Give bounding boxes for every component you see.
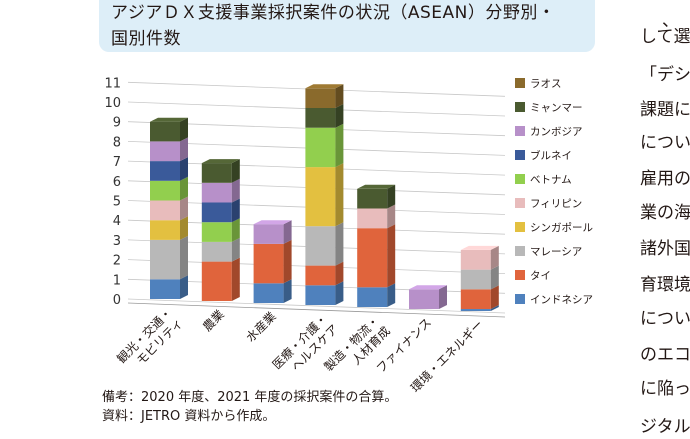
legend-swatch — [515, 150, 525, 160]
bar-segment — [357, 184, 396, 209]
legend-swatch — [515, 126, 525, 136]
bar-segment — [409, 285, 447, 309]
legend-label: マレーシア — [530, 246, 582, 258]
chart-title-line1: アジアＤＸ支援事業採択案件の状況（ASEAN）分野別・ — [111, 3, 556, 23]
side-text-line: につい — [640, 133, 690, 153]
chart-source: 資料：JETRO 資料から作成。 — [102, 409, 276, 424]
legend-label: インドネシア — [530, 294, 593, 306]
bar-segment — [305, 281, 344, 305]
bar-segment — [201, 257, 240, 301]
side-text-line: 業の海 — [640, 203, 690, 223]
bar-top — [253, 220, 292, 225]
chart-title-line2: 国別件数 — [111, 29, 181, 49]
bar-segment — [305, 222, 344, 266]
bar-segment — [253, 239, 292, 284]
y-tick-label: 6 — [113, 175, 121, 190]
legend-swatch — [515, 222, 525, 232]
bar-segment — [305, 104, 344, 128]
y-tick-label: 1 — [113, 273, 121, 288]
side-text-line: に陥っ — [640, 379, 690, 399]
y-tick-label: 10 — [104, 96, 121, 111]
side-text-line: 「デシ — [640, 65, 690, 85]
bar-segment — [150, 117, 188, 142]
bar-top — [201, 159, 240, 164]
legend-swatch — [515, 246, 525, 256]
side-text-line: 雇用の — [640, 169, 690, 189]
bar-segment — [253, 220, 292, 244]
side-text-line: のエコ — [640, 345, 690, 365]
bar-segment — [305, 123, 344, 168]
bar-segment — [460, 305, 499, 311]
legend-label: フィリピン — [530, 198, 582, 210]
legend-swatch — [515, 294, 525, 304]
bar-segment — [357, 204, 396, 229]
bar-segment — [150, 176, 188, 201]
x-category-label-line: 水産業 — [243, 309, 279, 345]
side-text-line: ジタル — [640, 417, 690, 437]
bar-segment — [150, 196, 188, 221]
legend-swatch — [515, 174, 525, 184]
side-text-line: につい — [640, 309, 690, 329]
bar-top — [150, 117, 188, 122]
legend-swatch — [515, 102, 525, 112]
bar-segment — [253, 279, 292, 303]
legend-label: ミャンマー — [530, 102, 583, 114]
side-text-line: して選 — [640, 27, 690, 47]
x-category-label: 観光・交通・モビリティ — [114, 305, 186, 377]
side-text-line: 諸外国 — [640, 239, 690, 259]
y-tick-label: 2 — [113, 254, 121, 269]
bar-segment — [201, 159, 240, 183]
x-category-label: 農業 — [200, 307, 227, 334]
bar-segment — [357, 283, 396, 307]
bar-segment — [201, 237, 240, 262]
legend-swatch — [515, 198, 525, 208]
gridline — [127, 298, 506, 314]
legend-label: シンガポール — [530, 222, 593, 234]
side-text-line: 課題に — [640, 100, 690, 120]
bar-segment — [150, 235, 188, 280]
legend-label: タイ — [530, 270, 551, 282]
y-tick-label: 7 — [113, 155, 121, 170]
legend-label: カンボジア — [530, 126, 583, 138]
bar-segment — [150, 137, 188, 162]
y-tick-label: 8 — [113, 135, 121, 150]
bar-segment — [150, 275, 188, 299]
chart-note: 備考：2020 年度、2021 年度の採択案件の合算。 — [102, 390, 398, 405]
y-tick-label: 0 — [113, 293, 121, 308]
bar-segment — [460, 265, 499, 290]
legend-swatch — [515, 270, 525, 280]
y-tick-label: 5 — [113, 195, 121, 210]
bar-segment — [150, 216, 188, 240]
legend-label: ラオス — [530, 78, 562, 90]
x-axis-line — [127, 302, 506, 318]
bar-segment — [150, 157, 188, 181]
side-text-line: 、 — [662, 11, 679, 31]
bar-segment — [305, 84, 344, 108]
x-category-label-line: 農業 — [200, 307, 227, 334]
y-tick-label: 9 — [113, 116, 121, 131]
y-tick-label: 3 — [113, 234, 121, 249]
bar-top — [305, 84, 344, 89]
legend-label: ブルネイ — [530, 149, 572, 162]
side-text-line: 育環境 — [640, 275, 690, 295]
y-tick-label: 4 — [113, 214, 121, 229]
bar-segment — [460, 245, 499, 270]
bar-top — [460, 245, 499, 250]
x-category-label: 水産業 — [243, 309, 279, 345]
legend-label: ベトナム — [530, 174, 572, 186]
legend-swatch — [515, 78, 525, 88]
bar-segment — [201, 198, 240, 223]
bar-top — [409, 285, 447, 290]
bar-top — [357, 184, 396, 189]
bar-segment — [305, 261, 344, 286]
bar-segment — [201, 218, 240, 242]
y-tick-label: 11 — [104, 76, 121, 91]
bar-segment — [201, 178, 240, 203]
chart-title-box: アジアＤＸ支援事業採択案件の状況（ASEAN）分野別・ 国別件数 — [99, 0, 595, 52]
bar-segment — [305, 163, 344, 227]
bar-segment — [357, 224, 396, 288]
bar-segment — [460, 285, 499, 310]
